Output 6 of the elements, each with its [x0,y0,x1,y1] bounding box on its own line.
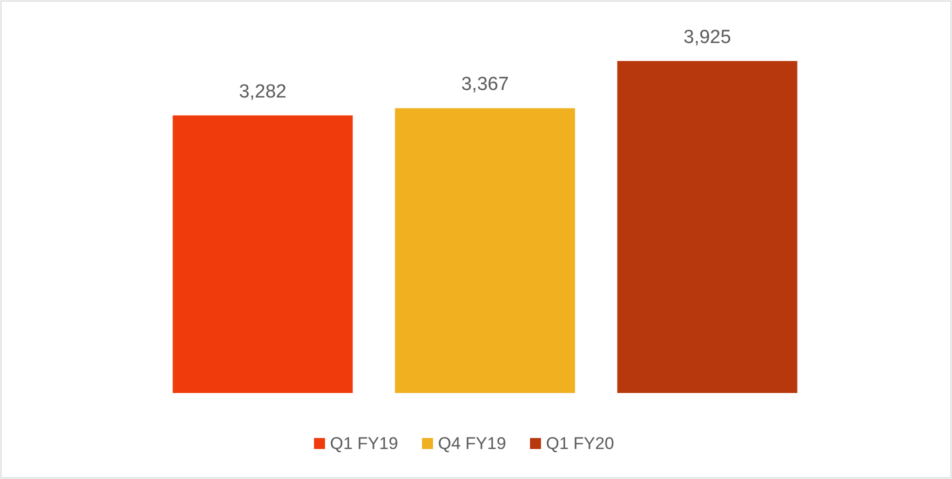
legend-label: Q1 FY19 [330,434,398,453]
data-label: 3,925 [684,27,732,48]
data-label: 3,282 [238,81,286,102]
data-label: 3,367 [461,74,509,96]
legend-label: Q1 FY20 [546,434,614,453]
legend-label: Q4 FY19 [438,434,506,453]
